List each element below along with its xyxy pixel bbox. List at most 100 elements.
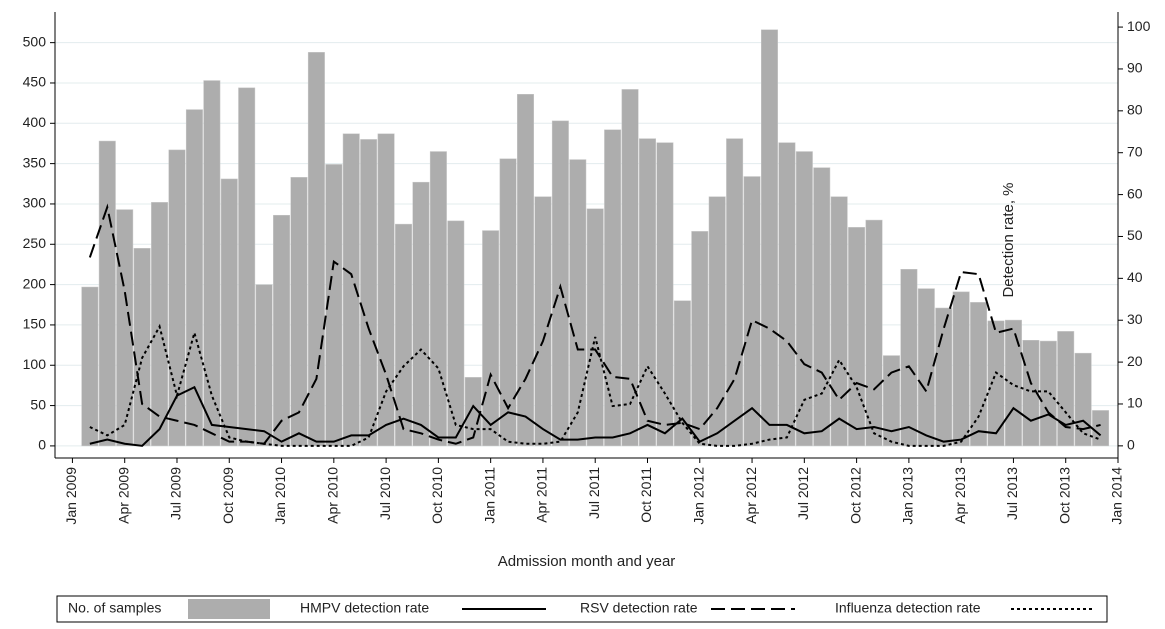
- bar: [185, 109, 203, 447]
- x-tick-label: Jan 2013: [900, 467, 916, 525]
- y2-axis-label: Detection rate, %: [1000, 182, 1017, 297]
- y-tick-label: 400: [23, 114, 47, 130]
- bar: [1074, 352, 1092, 447]
- bar: [865, 219, 883, 447]
- bar: [621, 89, 639, 447]
- x-tick-label: Jul 2011: [586, 467, 602, 519]
- x-tick-label: Oct 2010: [429, 467, 445, 524]
- bar: [1057, 331, 1075, 447]
- x-tick-label: Oct 2012: [847, 467, 863, 524]
- bar: [412, 181, 430, 447]
- y-tick-label: 200: [23, 275, 47, 291]
- bar: [168, 149, 186, 447]
- bar: [273, 214, 291, 447]
- bar: [238, 87, 256, 447]
- bar: [81, 286, 99, 447]
- x-tick-label: Jul 2010: [377, 467, 393, 520]
- x-tick-label: Oct 2011: [638, 467, 654, 523]
- bar: [900, 269, 918, 447]
- y2-tick-label: 100: [1127, 18, 1151, 34]
- bar: [203, 80, 221, 447]
- bar: [220, 178, 238, 447]
- bar: [447, 220, 465, 447]
- y-tick-label: 350: [23, 154, 47, 170]
- bar: [551, 120, 569, 447]
- y2-tick-label: 20: [1127, 353, 1143, 369]
- y2-tick-label: 40: [1127, 269, 1143, 285]
- y-tick-label: 100: [23, 356, 47, 372]
- legend-swatch: [188, 599, 270, 619]
- y2-tick-label: 90: [1127, 60, 1143, 76]
- bar: [848, 227, 866, 447]
- y2-tick-label: 0: [1127, 437, 1135, 453]
- bar: [290, 177, 308, 447]
- bar: [569, 159, 587, 447]
- bar: [743, 176, 761, 447]
- x-tick-label: Apr 2009: [115, 467, 131, 524]
- x-tick-label: Jan 2014: [1109, 467, 1125, 525]
- legend-label: RSV detection rate: [580, 600, 698, 616]
- x-tick-label: Jul 2009: [168, 467, 184, 520]
- bar: [952, 291, 970, 447]
- bar: [882, 355, 900, 447]
- line-series: [88, 203, 1101, 445]
- bar: [830, 196, 848, 447]
- bar: [726, 138, 744, 447]
- y-tick-label: 450: [23, 74, 47, 90]
- bar: [360, 139, 378, 447]
- line-series: [89, 323, 1101, 447]
- y-tick-label: 0: [38, 437, 46, 453]
- legend-label: No. of samples: [68, 600, 161, 616]
- x-tick-label: Jan 2010: [272, 467, 288, 525]
- bar: [255, 284, 273, 447]
- bar: [98, 140, 116, 447]
- bar: [116, 209, 134, 447]
- x-tick-label: Jul 2013: [1004, 467, 1020, 520]
- legend-label: HMPV detection rate: [300, 600, 429, 616]
- bar: [307, 52, 325, 447]
- y2-tick-label: 80: [1127, 102, 1143, 118]
- y2-tick-label: 70: [1127, 143, 1143, 159]
- bar: [482, 230, 500, 447]
- y-tick-label: 300: [23, 195, 47, 211]
- bar: [586, 208, 604, 447]
- bar: [987, 320, 1005, 447]
- y-tick-label: 500: [23, 33, 47, 49]
- y-tick-label: 150: [23, 316, 47, 332]
- bar: [673, 300, 691, 447]
- bar: [604, 129, 622, 447]
- y2-tick-label: 30: [1127, 311, 1143, 327]
- bar: [151, 202, 169, 447]
- bar: [1004, 319, 1022, 447]
- bar: [656, 142, 674, 447]
- x-tick-label: Apr 2010: [325, 467, 341, 524]
- bar: [935, 307, 953, 447]
- bar: [970, 302, 988, 447]
- x-tick-label: Apr 2011: [534, 467, 550, 523]
- bar: [708, 196, 726, 447]
- bar: [778, 142, 796, 447]
- bar: [761, 29, 778, 447]
- bar: [377, 133, 395, 447]
- bar: [499, 158, 517, 447]
- x-tick-label: Jan 2011: [481, 467, 497, 524]
- x-tick-label: Oct 2013: [1056, 467, 1072, 524]
- bar: [917, 288, 935, 447]
- bar: [534, 196, 552, 447]
- bar: [1092, 410, 1110, 447]
- y2-tick-label: 50: [1127, 227, 1143, 243]
- x-tick-label: Apr 2013: [952, 467, 968, 524]
- y-tick-label: 50: [30, 396, 46, 412]
- y2-tick-label: 60: [1127, 185, 1143, 201]
- bar: [395, 223, 412, 447]
- bar: [517, 94, 534, 447]
- x-tick-label: Jul 2012: [795, 467, 811, 520]
- x-tick-label: Apr 2012: [743, 467, 759, 524]
- bar: [342, 133, 360, 447]
- y-tick-label: 250: [23, 235, 47, 251]
- bar: [1039, 340, 1057, 447]
- y2-tick-label: 10: [1127, 395, 1143, 411]
- bar: [639, 138, 656, 447]
